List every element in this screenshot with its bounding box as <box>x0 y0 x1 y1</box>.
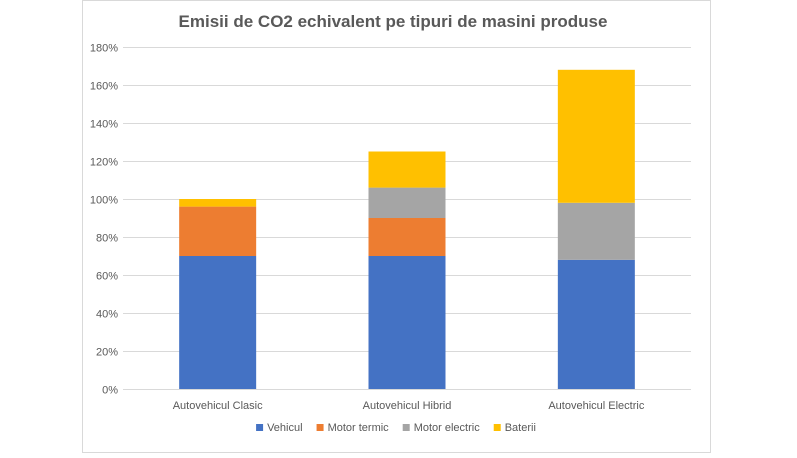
legend-swatch <box>316 424 324 431</box>
y-tick-label: 20% <box>96 347 118 359</box>
y-axis-tick-labels: 0% 20% 40% 60% 80% 100% 120% 140% 160% 180% <box>90 43 118 397</box>
legend-label: Motor termic <box>328 422 390 434</box>
legend: Vehicul Motor termic Motor electric Baterii <box>256 422 536 434</box>
y-tick-label: 80% <box>96 233 118 245</box>
y-tick-label: 160% <box>90 81 118 93</box>
y-tick-label: 40% <box>96 309 118 321</box>
bar-segment <box>179 256 257 389</box>
x-axis-tick-labels: Autovehicul Clasic Autovehicul Hibrid Auto… <box>173 400 645 412</box>
x-tick-label: Autovehicul Hibrid <box>363 400 452 412</box>
legend-item: Motor termic <box>316 422 390 434</box>
chart-title: Emisii de CO2 echivalent pe tipuri de ma… <box>179 12 608 31</box>
bar-segment <box>368 218 446 256</box>
x-tick-label: Autovehicul Clasic <box>173 400 263 412</box>
legend-swatch <box>493 424 501 431</box>
legend-swatch <box>402 424 410 431</box>
bar-segment <box>557 259 635 389</box>
bar-segment <box>179 199 257 207</box>
bars <box>179 69 635 389</box>
legend-label: Motor electric <box>414 422 481 434</box>
y-tick-label: 180% <box>90 43 118 55</box>
legend-item: Baterii <box>493 422 536 434</box>
bar-segment <box>368 256 446 389</box>
bar-segment <box>368 187 446 218</box>
legend-item: Motor electric <box>402 422 481 434</box>
y-tick-label: 140% <box>90 119 118 131</box>
legend-label: Vehicul <box>267 422 302 434</box>
y-tick-label: 60% <box>96 271 118 283</box>
bar-segment <box>557 69 635 203</box>
legend-swatch <box>256 424 264 431</box>
bar-segment <box>368 151 446 188</box>
y-tick-label: 0% <box>102 385 118 397</box>
legend-label: Baterii <box>505 422 536 434</box>
bar-segment <box>557 202 635 260</box>
y-tick-label: 100% <box>90 195 118 207</box>
y-tick-label: 120% <box>90 157 118 169</box>
bar-segment <box>179 206 257 256</box>
x-tick-label: Autovehicul Electric <box>548 400 644 412</box>
legend-item: Vehicul <box>256 422 303 434</box>
